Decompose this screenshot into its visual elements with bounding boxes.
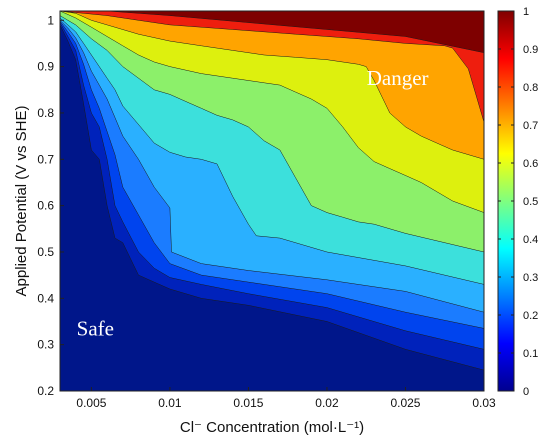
x-tick-label: 0.02 (315, 396, 339, 410)
y-axis-label: Applied Potential (V vs SHE) (13, 106, 30, 297)
annotation-safe: Safe (77, 316, 114, 340)
y-tick-label: 0.6 (37, 199, 54, 213)
y-tick-label: 0.5 (37, 245, 54, 259)
colorbar-tick-label: 0.1 (523, 348, 538, 360)
annotation-danger: Danger (367, 66, 429, 90)
y-tick-label: 0.4 (37, 291, 54, 305)
y-tick-label: 0.7 (37, 152, 54, 166)
colorbar-tick-label: 1 (523, 6, 529, 18)
x-axis-ticks: 0.005 0.01 0.015 0.02 0.025 0.03 (76, 387, 496, 410)
contour-band-8 (60, 11, 484, 160)
x-tick-label: 0.025 (390, 396, 420, 410)
colorbar-tick-label: 0.5 (523, 196, 538, 208)
plot-frame (59, 10, 485, 392)
x-tick-label: 0.03 (472, 396, 496, 410)
colorbar-tick-label: 0.2 (523, 310, 538, 322)
colorbar-tick-label: 0.7 (523, 120, 538, 132)
y-tick-label: 0.3 (37, 338, 54, 352)
x-axis-label: Cl⁻ Concentration (mol·L⁻¹) (180, 419, 364, 436)
contour-band-9 (60, 11, 484, 123)
colorbar-tick-label: 0.6 (523, 158, 538, 170)
colorbar-tick-label: 0 (523, 386, 529, 398)
x-tick-label: 0.01 (158, 396, 182, 410)
x-tick-label: 0.005 (76, 396, 106, 410)
colorbar-ticks: 0 0.1 0.2 0.3 0.4 0.5 0.6 0.7 0.8 0.9 1 (498, 6, 538, 398)
colorbar-tick-label: 0.9 (523, 44, 538, 56)
y-tick-label: 0.2 (37, 384, 54, 398)
annotations: Danger Safe (77, 66, 429, 340)
colorbar-tick-label: 0.3 (523, 272, 538, 284)
y-tick-label: 0.8 (37, 106, 54, 120)
y-tick-label: 0.9 (37, 60, 54, 74)
colorbar-tick-label: 0.8 (523, 82, 538, 94)
contour-band-10 (60, 11, 484, 53)
contour-bands (60, 11, 484, 371)
colorbar-tick-label: 0.4 (523, 234, 538, 246)
x-tick-label: 0.015 (233, 396, 263, 410)
y-tick-label: 1 (47, 13, 54, 27)
y-axis-ticks: 0.2 0.3 0.4 0.5 0.6 0.7 0.8 0.9 1 (37, 13, 64, 398)
